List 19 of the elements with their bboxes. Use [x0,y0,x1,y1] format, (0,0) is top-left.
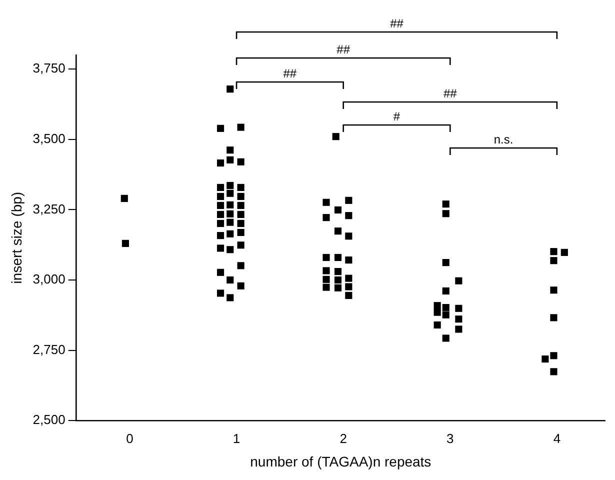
annotation: ## [336,42,350,56]
y-axis-title: insert size (bp) [8,192,24,284]
x-axis-title: number of (TAGAA)n repeats [250,453,432,470]
x-tick-label: 2 [340,430,347,446]
y-tick-label: 2,500 [32,412,66,428]
y-tick-label: 2,750 [32,342,66,357]
y-tick-label: 3,250 [32,201,66,216]
x-tick-label: 4 [553,430,561,446]
text: ## [390,16,404,30]
annotation: ## [443,86,458,100]
y-tick-label: 3,750 [32,60,66,76]
y-tick-label: 3,000 [32,272,66,287]
y-tick-label: 3,500 [32,130,66,146]
annotation: # [393,109,400,124]
annotation: ## [283,66,297,80]
annotation: n.s. [494,132,514,146]
x-tick-label: 0 [126,430,134,446]
x-tick-label: 1 [232,430,240,446]
x-tick-label: 3 [446,430,454,446]
